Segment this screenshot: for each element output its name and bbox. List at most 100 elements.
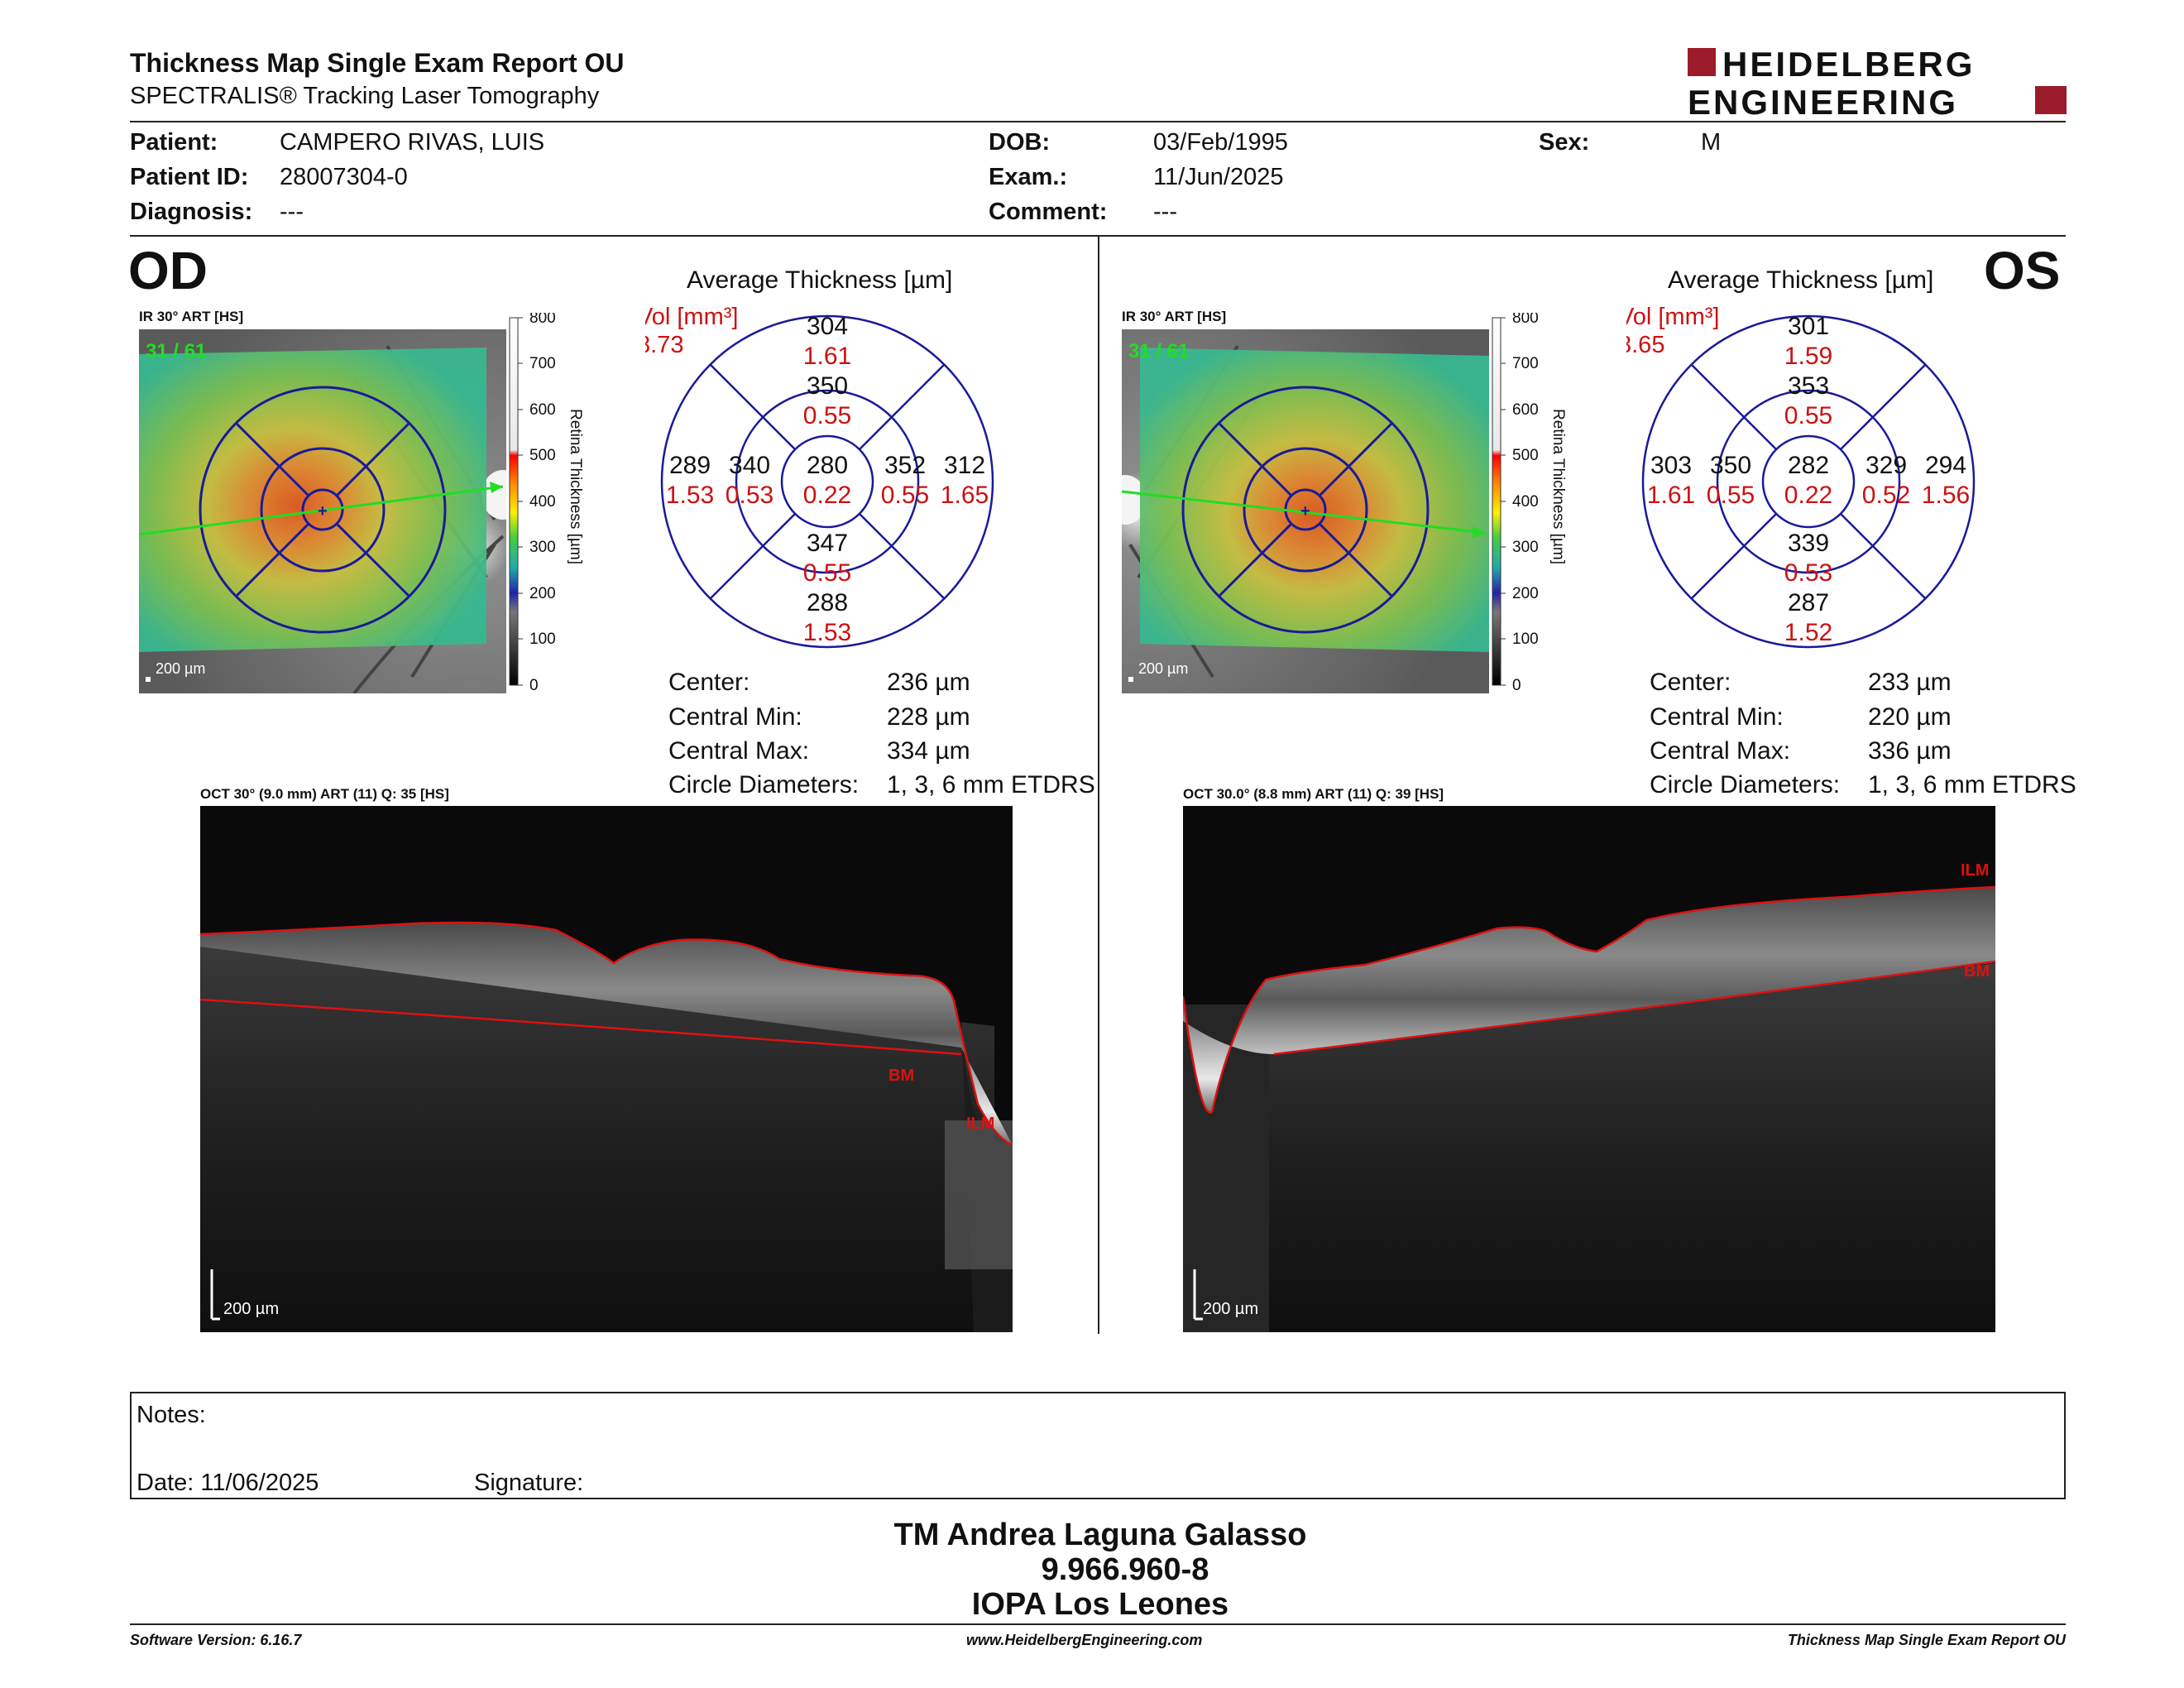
os-bm-label: BM (1964, 962, 1990, 981)
os-scale-tick: 500 (1512, 447, 1539, 464)
os-scale-tick: 300 (1512, 539, 1539, 556)
os-outer-top-thickness: 301 (1788, 313, 1829, 340)
svg-text:+: + (1300, 502, 1310, 520)
os-inner-right-thickness: 329 (1866, 452, 1907, 479)
sex-value: M (1701, 129, 1722, 156)
od-scale-tick: 200 (529, 585, 556, 602)
os-inner-top-volume: 0.55 (1784, 402, 1832, 429)
od-scale-tick: 800 (529, 313, 556, 327)
eye-divider (1098, 237, 1099, 1334)
os-outer-left-thickness: 303 (1650, 452, 1692, 479)
os-diam-label: Circle Diameters: (1650, 771, 1841, 798)
od-center-label: Center: (668, 669, 750, 696)
od-oct-label: OCT 30° (9.0 mm) ART (11) Q: 35 [HS] (200, 786, 449, 802)
os-outer-right-volume: 1.56 (1922, 482, 1970, 509)
logo-word-2: ENGINEERING (1688, 83, 1958, 119)
os-vol-label: Vol [mm³] (1626, 304, 1719, 330)
od-inner-left-volume: 0.53 (726, 482, 774, 509)
os-scale-tick: 200 (1512, 585, 1539, 602)
od-color-scale: 800 700 600 500 400 300 200 100 0 Retina… (506, 309, 606, 694)
od-scale-tick: 300 (529, 539, 556, 556)
od-max-label: Central Max: (668, 737, 810, 765)
patient-label: Patient: (130, 129, 218, 156)
patient-divider (130, 235, 2066, 237)
od-outer-left-volume: 1.53 (666, 482, 714, 509)
os-center-label: Center: (1650, 669, 1731, 696)
comment-value: --- (1153, 199, 1177, 225)
software-version: Software Version: 6.16.7 (130, 1632, 302, 1648)
os-outer-left-volume: 1.61 (1647, 482, 1695, 509)
notes-box[interactable]: Notes: Date: 11/06/2025 Signature: (130, 1392, 2066, 1499)
od-oct-scan: BM ILM 200 µm (199, 806, 1013, 1332)
od-inner-top-volume: 0.55 (803, 402, 851, 429)
os-scale-tick: 700 (1512, 355, 1539, 372)
os-color-scale: 800 700 600 500 400 300 200 100 0 Retina… (1489, 309, 1588, 694)
od-ir-label: IR 30° ART [HS] (139, 309, 244, 324)
od-min-label: Central Min: (668, 703, 802, 731)
os-min-value: 220 µm (1868, 703, 1952, 731)
od-scale-tick: 400 (529, 493, 556, 511)
footer-divider (130, 1623, 2066, 1625)
os-ir-label: IR 30° ART [HS] (1122, 309, 1227, 324)
os-scale-tick: 600 (1512, 401, 1539, 419)
od-eye-label: OD (128, 241, 208, 300)
od-scale-tick: 100 (529, 631, 556, 648)
signatory-id: 9.966.960-8 (1041, 1552, 1209, 1587)
od-outer-right-thickness: 312 (944, 452, 985, 479)
od-ilm-label: ILM (966, 1115, 994, 1133)
footer-report-name: Thickness Map Single Exam Report OU (1787, 1632, 2066, 1648)
os-scale-tick: 800 (1512, 313, 1539, 327)
dob-label: DOB: (989, 129, 1051, 156)
notes-date: Date: 11/06/2025 (136, 1470, 319, 1496)
od-inner-left-thickness: 340 (729, 452, 770, 479)
os-inner-right-volume: 0.52 (1862, 482, 1910, 509)
os-inner-left-thickness: 350 (1710, 452, 1751, 479)
od-scale-tick: 500 (529, 447, 556, 464)
os-center-value: 233 µm (1868, 669, 1952, 696)
od-diam-label: Circle Diameters: (668, 771, 860, 798)
signatory-institution: IOPA Los Leones (971, 1587, 1229, 1622)
exam-value: 11/Jun/2025 (1153, 164, 1284, 190)
od-etdrs-grid: Average Thickness [µm] Vol [mm³] 8.73 30… (637, 265, 1125, 654)
os-thickness-map: + 31 / 61 200 µm (1104, 329, 1489, 693)
od-outer-top-volume: 1.61 (803, 343, 851, 370)
od-oct-scale: 200 µm (223, 1300, 279, 1318)
website-link[interactable]: www.HeidelbergEngineering.com (966, 1632, 1203, 1648)
od-inner-top-thickness: 350 (807, 372, 848, 400)
od-outer-left-thickness: 289 (669, 452, 711, 479)
exam-label: Exam.: (989, 164, 1068, 190)
os-outer-bottom-thickness: 287 (1788, 589, 1829, 616)
os-ir-counter: 31 / 61 (1128, 340, 1189, 362)
os-avg-title: Average Thickness [µm] (1668, 266, 1933, 294)
od-min-value: 228 µm (887, 703, 970, 731)
os-inner-bottom-volume: 0.53 (1784, 559, 1832, 587)
od-ir-scale: 200 µm (156, 660, 205, 677)
sex-label: Sex: (1539, 129, 1590, 156)
od-inner-right-volume: 0.55 (881, 482, 929, 509)
svg-text:+: + (318, 502, 328, 520)
os-max-value: 336 µm (1868, 737, 1952, 765)
report-title: Thickness Map Single Exam Report OU (130, 48, 625, 78)
od-diam-value: 1, 3, 6 mm ETDRS (887, 771, 1095, 798)
od-outer-top-thickness: 304 (807, 313, 848, 340)
os-min-label: Central Min: (1650, 703, 1784, 731)
os-oct-label: OCT 30.0° (8.8 mm) ART (11) Q: 39 [HS] (1183, 786, 1444, 802)
od-scale-tick: 0 (529, 677, 539, 693)
os-vol-value: 8.65 (1626, 332, 1664, 358)
patient-id: 28007304-0 (280, 164, 408, 190)
comment-label: Comment: (989, 199, 1108, 225)
dob-value: 03/Feb/1995 (1153, 129, 1288, 156)
os-outer-right-thickness: 294 (1925, 452, 1966, 479)
od-scale-tick: 600 (529, 401, 556, 419)
os-etdrs-grid: Average Thickness [µm] Vol [mm³] 8.65 30… (1618, 265, 2106, 654)
od-center-thickness: 280 (807, 452, 848, 479)
od-center-value: 236 µm (887, 669, 970, 696)
os-oct-scan: ILM BM 200 µm (1181, 806, 1996, 1332)
os-scale-tick: 400 (1512, 493, 1539, 511)
report-subtitle: SPECTRALIS® Tracking Laser Tomography (130, 83, 600, 109)
os-ir-scale: 200 µm (1138, 660, 1188, 677)
signatory-name: TM Andrea Laguna Galasso (893, 1518, 1307, 1552)
os-inner-top-thickness: 353 (1788, 372, 1829, 400)
od-inner-right-thickness: 352 (884, 452, 926, 479)
od-scale-tick: 700 (529, 355, 556, 372)
